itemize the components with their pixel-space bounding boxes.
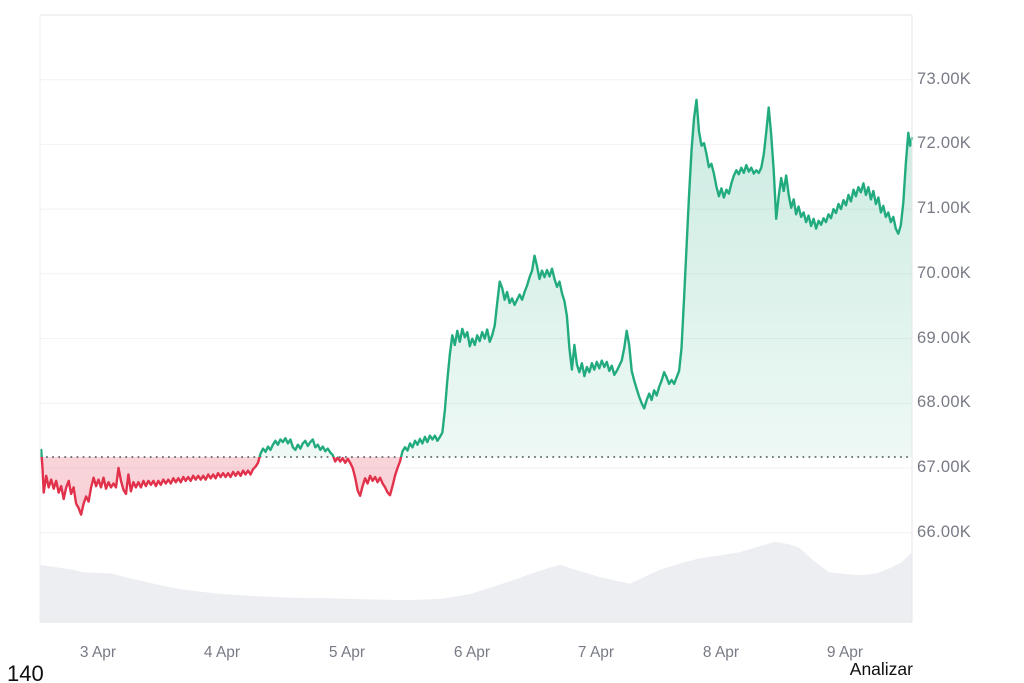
footer-count: 140 xyxy=(7,661,44,683)
y-axis-label: 67.00K xyxy=(917,458,972,476)
price-line xyxy=(40,98,914,516)
baseline-fills xyxy=(41,99,912,515)
y-axis-label: 69.00K xyxy=(917,329,972,347)
volume-silhouette xyxy=(40,541,912,622)
y-axis-label: 73.00K xyxy=(917,70,972,88)
analyze-button[interactable]: Analizar xyxy=(849,659,913,679)
y-axis-label: 68.00K xyxy=(917,393,972,411)
x-axis-label: 8 Apr xyxy=(702,644,740,661)
x-axis-label: 5 Apr xyxy=(328,644,366,661)
x-axis-label: 6 Apr xyxy=(453,644,491,661)
x-axis-label: 7 Apr xyxy=(577,644,615,661)
y-axis-label: 72.00K xyxy=(917,134,972,152)
y-axis-label: 71.00K xyxy=(917,199,972,217)
y-axis-label: 66.00K xyxy=(917,523,972,541)
x-axis-label: 3 Apr xyxy=(79,644,117,661)
y-axis-label: 70.00K xyxy=(917,264,972,282)
plot-border xyxy=(39,14,913,623)
x-axis-label: 4 Apr xyxy=(203,644,241,661)
x-axis-label: 9 Apr xyxy=(826,644,864,661)
